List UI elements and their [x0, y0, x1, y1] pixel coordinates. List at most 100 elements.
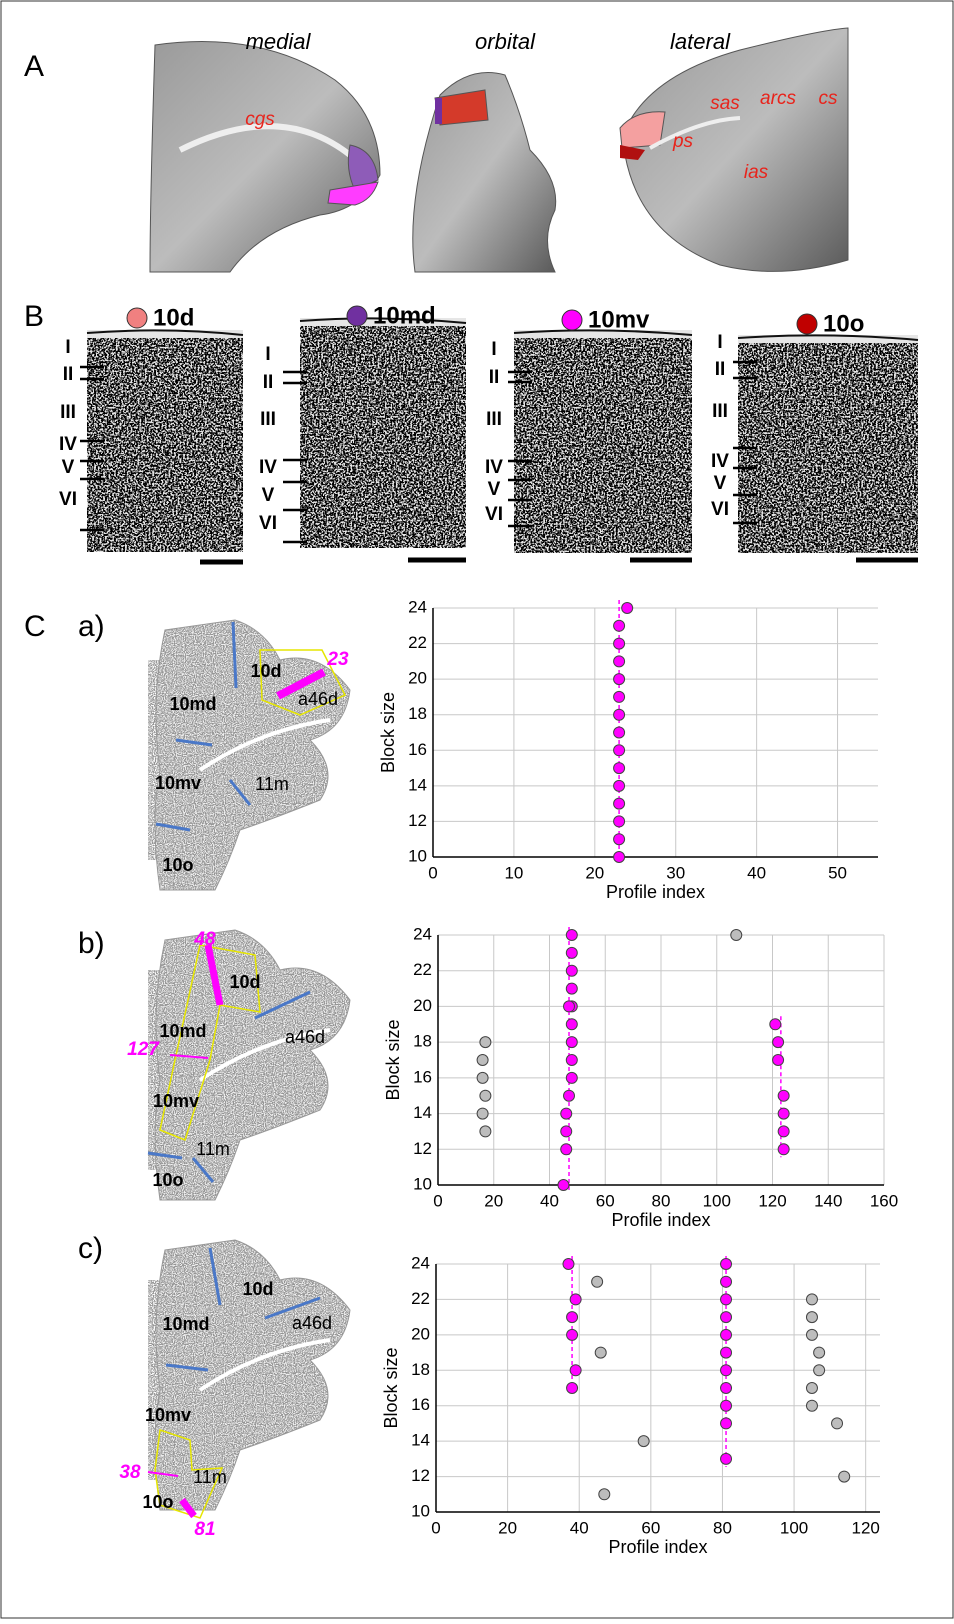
layer-label: V — [62, 457, 75, 478]
layer-label: I — [65, 337, 70, 358]
section-sulcus — [198, 718, 331, 772]
y-tick-label: 16 — [408, 740, 427, 759]
area-swatch — [126, 307, 148, 329]
x-tick-label: 60 — [596, 1191, 615, 1210]
profile-label: 38 — [119, 1462, 141, 1483]
point — [566, 1382, 579, 1394]
x-tick-label: 120 — [758, 1191, 786, 1210]
y-tick-label: 24 — [408, 597, 427, 616]
y-tick-label: 18 — [413, 1032, 432, 1051]
region-label: a46d — [285, 1027, 325, 1047]
view-label: lateral — [670, 29, 731, 54]
point — [565, 1054, 578, 1066]
region-label: 10o — [162, 855, 193, 875]
point — [805, 1382, 818, 1394]
y-tick-label: 14 — [408, 775, 427, 794]
point — [769, 1018, 782, 1031]
row-label: a) — [78, 610, 105, 643]
region-label: 11m — [255, 774, 289, 794]
histology-cells — [738, 343, 918, 553]
point — [479, 1036, 492, 1049]
x-axis-label: Profile index — [606, 882, 705, 902]
x-tick-label: 100 — [780, 1518, 808, 1537]
y-axis-label: Block size — [381, 1347, 401, 1428]
region-label: 10mv — [145, 1405, 191, 1425]
section-sulcus — [198, 1338, 331, 1392]
point — [613, 815, 626, 828]
x-tick-label: 10 — [504, 863, 523, 882]
point — [560, 1107, 573, 1120]
area-label: 10mv — [588, 306, 650, 333]
point — [565, 982, 578, 995]
region-label: a46d — [292, 1313, 332, 1333]
area-border — [147, 1151, 183, 1160]
region-label: a46d — [298, 689, 338, 709]
row-label: b) — [78, 927, 105, 960]
area-border — [165, 1363, 209, 1372]
layer-label: I — [717, 332, 722, 353]
x-tick-label: 160 — [870, 1191, 898, 1210]
sulcus-label: ias — [744, 162, 769, 183]
layer-label: V — [488, 479, 501, 500]
point — [565, 929, 578, 941]
point — [720, 1275, 733, 1288]
area-label: 10d — [153, 304, 194, 331]
region-label: 10d — [229, 972, 260, 992]
view-label: orbital — [475, 29, 536, 54]
point — [720, 1417, 733, 1430]
profile-line — [204, 944, 224, 1006]
area-border — [155, 822, 191, 832]
point — [479, 1125, 492, 1138]
brain-orbital — [412, 72, 557, 273]
brain-lateral — [619, 27, 849, 272]
brain-medial — [149, 41, 381, 273]
point — [720, 1293, 733, 1306]
point — [720, 1258, 733, 1270]
point — [720, 1346, 733, 1359]
layer-label: IV — [711, 451, 729, 472]
sulcus-label: cgs — [245, 109, 275, 130]
region-label: 10d — [250, 661, 281, 681]
y-tick-label: 10 — [408, 846, 427, 865]
y-tick-label: 24 — [413, 924, 432, 943]
roi-outline — [259, 649, 347, 716]
area-swatch — [796, 313, 818, 335]
layer-label: V — [262, 485, 275, 506]
y-tick-label: 10 — [411, 1501, 430, 1520]
point — [479, 1089, 492, 1102]
sulcus-label: sas — [710, 93, 740, 114]
point — [569, 1293, 582, 1306]
point — [565, 1018, 578, 1031]
point — [613, 637, 626, 650]
area-swatch — [561, 309, 583, 331]
point — [720, 1382, 733, 1394]
area-border — [208, 1247, 222, 1306]
row-label: c) — [78, 1232, 103, 1265]
layer-label: VI — [485, 504, 503, 525]
x-tick-label: 40 — [570, 1518, 589, 1537]
point — [594, 1346, 607, 1359]
region-label: 11m — [193, 1467, 227, 1487]
y-axis-label: Block size — [383, 1019, 403, 1100]
point — [557, 1179, 570, 1191]
x-tick-label: 40 — [540, 1191, 559, 1210]
point — [720, 1452, 733, 1465]
point — [613, 762, 626, 775]
region-label: 11m — [196, 1139, 230, 1159]
sulcus-label: ps — [672, 131, 694, 152]
layer-label: II — [263, 372, 274, 393]
point — [613, 708, 626, 721]
y-tick-label: 20 — [411, 1324, 430, 1343]
sulcus-label: cs — [819, 88, 839, 109]
roi-outline — [159, 944, 261, 1141]
histology-cells — [300, 326, 466, 548]
region-label: 10md — [169, 694, 216, 714]
point — [569, 1364, 582, 1377]
point — [566, 1328, 579, 1341]
profile-label: 81 — [194, 1519, 215, 1540]
section-texture — [155, 1240, 350, 1510]
layer-label: II — [63, 364, 74, 385]
